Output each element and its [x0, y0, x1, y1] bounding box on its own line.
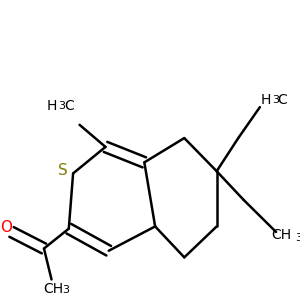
Text: CH: CH — [43, 282, 63, 296]
Text: S: S — [58, 163, 68, 178]
Text: 3: 3 — [295, 233, 300, 243]
Text: H: H — [260, 93, 271, 107]
Text: O: O — [0, 220, 12, 235]
Text: C: C — [64, 99, 74, 113]
Text: H: H — [47, 99, 57, 113]
Text: 3: 3 — [58, 101, 65, 111]
Text: 3: 3 — [272, 95, 279, 105]
Text: C: C — [278, 93, 287, 107]
Text: 3: 3 — [62, 285, 69, 296]
Text: CH: CH — [272, 228, 292, 242]
